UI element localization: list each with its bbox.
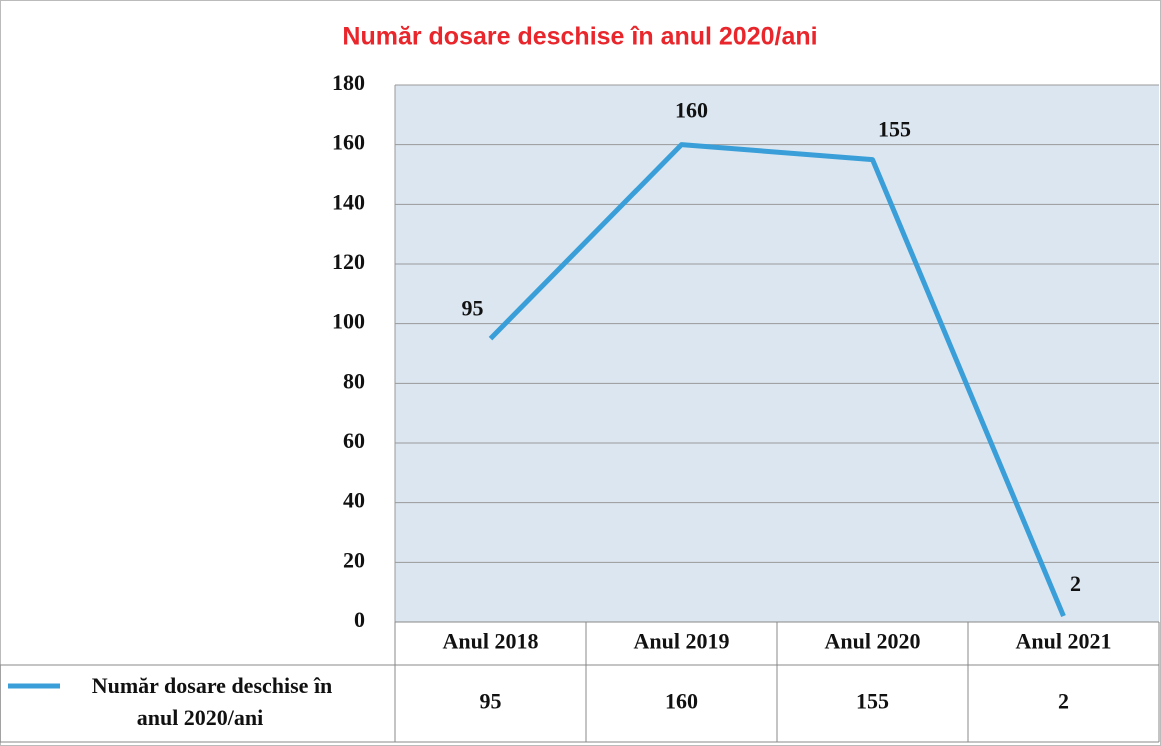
line xyxy=(488,142,1066,617)
y-tick-label: 0 xyxy=(354,607,365,632)
table-value: 160 xyxy=(665,689,698,714)
y-tick-label: 80 xyxy=(343,368,365,393)
x-tick-label: Anul 2018 xyxy=(443,629,539,654)
y-tick-label: 160 xyxy=(332,130,365,155)
data-label: 95 xyxy=(462,296,484,321)
table-value: 95 xyxy=(480,689,502,714)
data-label: 160 xyxy=(675,98,708,123)
x-tick-label: Anul 2020 xyxy=(825,629,921,654)
y-tick-label: 40 xyxy=(343,488,365,513)
y-tick-label: 120 xyxy=(332,249,365,274)
table-value: 155 xyxy=(856,689,889,714)
y-tick-label: 20 xyxy=(343,547,365,572)
y-tick-label: 60 xyxy=(343,428,365,453)
x-tick-label: Anul 2019 xyxy=(634,629,730,654)
y-tick-label: 100 xyxy=(332,309,365,334)
y-tick-label: 140 xyxy=(332,189,365,214)
y-tick-label: 180 xyxy=(332,70,365,95)
legend-label: Număr dosare deschise în anul 2020/ani xyxy=(92,673,333,730)
table-value: 2 xyxy=(1058,689,1069,714)
data-label: 2 xyxy=(1070,571,1081,596)
data-label: 155 xyxy=(878,117,911,142)
plot-area xyxy=(395,85,1159,622)
chart-title: Număr dosare deschise în anul 2020/ani xyxy=(342,23,817,51)
x-tick-label: Anul 2021 xyxy=(1016,629,1112,654)
